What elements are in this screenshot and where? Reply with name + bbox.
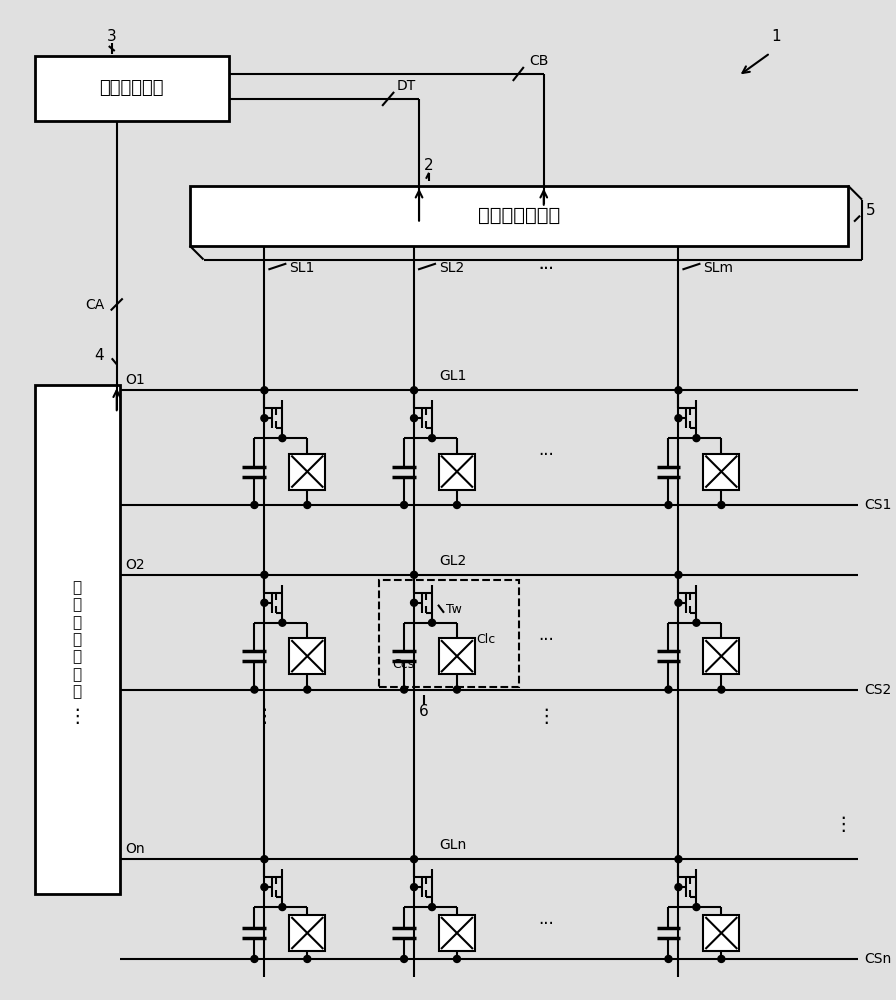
Text: 3: 3 [107,29,116,44]
Text: GL1: GL1 [439,369,467,383]
Text: 显示控制电路: 显示控制电路 [99,79,164,97]
Circle shape [261,599,268,606]
Text: ...: ... [538,255,554,273]
Text: ⋮: ⋮ [67,707,87,726]
Circle shape [675,599,682,606]
Circle shape [279,435,286,442]
Text: SLm: SLm [703,261,734,275]
Text: 2: 2 [424,158,434,173]
Circle shape [410,571,418,578]
Text: 4: 4 [94,348,104,363]
Text: Clc: Clc [476,633,495,646]
Bar [439,638,475,674]
Circle shape [718,501,725,508]
Circle shape [665,955,672,962]
Circle shape [428,435,435,442]
Text: ...: ... [538,910,554,928]
Bar [289,915,325,951]
Text: ...: ... [538,255,554,273]
Circle shape [410,856,418,863]
Circle shape [304,955,311,962]
Text: 6: 6 [419,704,429,719]
Circle shape [675,387,682,394]
Circle shape [304,501,311,508]
Circle shape [401,501,408,508]
Circle shape [675,571,682,578]
Bar [35,56,229,121]
Text: GLn: GLn [439,838,466,852]
Circle shape [410,884,418,891]
Circle shape [261,571,268,578]
Text: CA: CA [85,298,105,312]
Text: ...: ... [538,441,554,459]
Text: CSn: CSn [864,952,892,966]
Text: SL2: SL2 [439,261,464,275]
Circle shape [261,387,268,394]
Text: ⋮: ⋮ [536,707,556,726]
Bar [289,454,325,490]
Circle shape [675,415,682,422]
Text: 5: 5 [866,203,875,218]
Circle shape [410,599,418,606]
Circle shape [718,955,725,962]
Circle shape [428,904,435,911]
Text: GL2: GL2 [439,554,466,568]
Circle shape [261,415,268,422]
Text: ⋮: ⋮ [254,707,274,726]
Circle shape [261,884,268,891]
Bar [703,454,739,490]
Bar [35,385,120,894]
Circle shape [453,955,461,962]
Circle shape [453,501,461,508]
Text: ⋮: ⋮ [833,815,853,834]
Circle shape [718,686,725,693]
Circle shape [401,686,408,693]
Bar [703,915,739,951]
Circle shape [428,619,435,626]
Circle shape [251,955,258,962]
Circle shape [410,415,418,422]
Bar [439,915,475,951]
Text: O2: O2 [125,558,145,572]
Circle shape [665,686,672,693]
Circle shape [251,686,258,693]
Bar [439,454,475,490]
Text: CS2: CS2 [864,683,892,697]
Circle shape [675,884,682,891]
Circle shape [665,501,672,508]
Text: Tw: Tw [446,603,461,616]
Text: O1: O1 [125,373,145,387]
Text: Ccs: Ccs [392,658,414,671]
Text: CB: CB [529,54,548,68]
Circle shape [693,619,700,626]
Circle shape [261,856,268,863]
Bar [190,186,849,246]
Bar [289,638,325,674]
Bar [379,580,519,687]
Text: ⋮: ⋮ [254,707,274,726]
Circle shape [304,686,311,693]
Circle shape [675,856,682,863]
Text: ...: ... [538,626,554,644]
Circle shape [401,955,408,962]
Text: On: On [125,842,145,856]
Circle shape [693,435,700,442]
Circle shape [453,686,461,693]
Text: CS1: CS1 [864,498,892,512]
Circle shape [279,619,286,626]
Bar [703,638,739,674]
Text: 1: 1 [771,29,781,44]
Circle shape [410,387,418,394]
Circle shape [251,501,258,508]
Text: 扫
描
线
驱
动
电
路: 扫 描 线 驱 动 电 路 [73,580,82,699]
Text: DT: DT [397,79,417,93]
Circle shape [279,904,286,911]
Circle shape [693,904,700,911]
Text: SL1: SL1 [289,261,314,275]
Text: 数据线驱动电路: 数据线驱动电路 [478,206,560,225]
